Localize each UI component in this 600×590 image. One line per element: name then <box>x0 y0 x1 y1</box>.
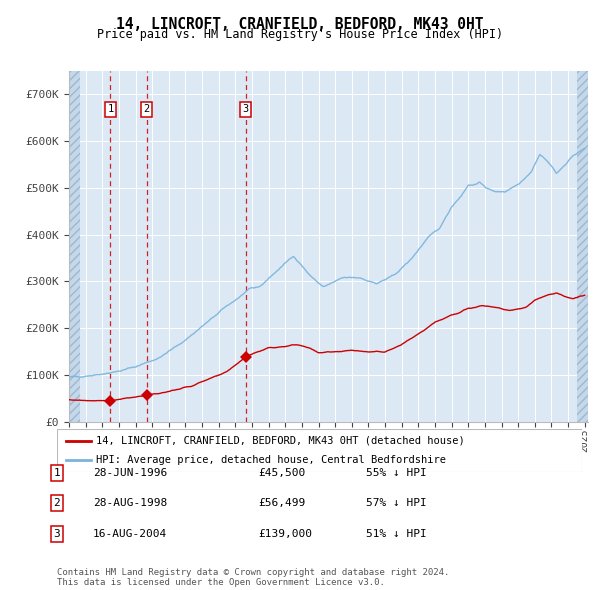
Text: 14, LINCROFT, CRANFIELD, BEDFORD, MK43 0HT (detached house): 14, LINCROFT, CRANFIELD, BEDFORD, MK43 0… <box>97 435 465 445</box>
Text: HPI: Average price, detached house, Central Bedfordshire: HPI: Average price, detached house, Cent… <box>97 455 446 466</box>
Text: 3: 3 <box>242 104 249 114</box>
Text: 28-AUG-1998: 28-AUG-1998 <box>93 498 167 507</box>
Text: 51% ↓ HPI: 51% ↓ HPI <box>366 529 427 539</box>
Text: £139,000: £139,000 <box>258 529 312 539</box>
Text: 14, LINCROFT, CRANFIELD, BEDFORD, MK43 0HT: 14, LINCROFT, CRANFIELD, BEDFORD, MK43 0… <box>116 17 484 31</box>
Text: 1: 1 <box>53 468 61 478</box>
Text: Contains HM Land Registry data © Crown copyright and database right 2024.
This d: Contains HM Land Registry data © Crown c… <box>57 568 449 587</box>
Text: 28-JUN-1996: 28-JUN-1996 <box>93 468 167 478</box>
Text: 16-AUG-2004: 16-AUG-2004 <box>93 529 167 539</box>
Text: 1: 1 <box>107 104 113 114</box>
Text: 3: 3 <box>53 529 61 539</box>
Text: £56,499: £56,499 <box>258 498 305 507</box>
Text: 2: 2 <box>143 104 149 114</box>
Text: 55% ↓ HPI: 55% ↓ HPI <box>366 468 427 478</box>
Bar <box>69 71 80 422</box>
Text: £45,500: £45,500 <box>258 468 305 478</box>
Bar <box>69 71 80 422</box>
Text: 2: 2 <box>53 498 61 507</box>
Bar <box>577 71 588 422</box>
Bar <box>577 71 588 422</box>
Text: Price paid vs. HM Land Registry's House Price Index (HPI): Price paid vs. HM Land Registry's House … <box>97 28 503 41</box>
Text: 57% ↓ HPI: 57% ↓ HPI <box>366 498 427 507</box>
FancyBboxPatch shape <box>57 429 582 472</box>
